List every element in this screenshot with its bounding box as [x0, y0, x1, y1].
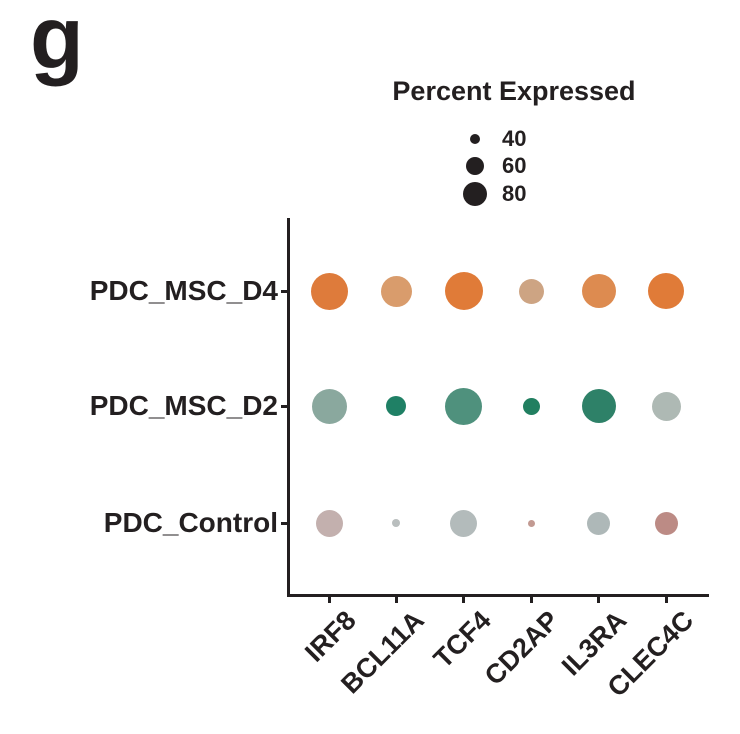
dot-TCF4-PDC_Control — [450, 509, 478, 537]
legend-size-value: 40 — [502, 126, 527, 151]
x-axis-label: CD2AP — [478, 605, 565, 691]
dot-IL3RA-PDC_Control — [587, 511, 611, 535]
legend-size-dot — [470, 134, 480, 144]
dot-CD2AP-PDC_Control — [527, 519, 535, 527]
x-tick — [529, 595, 533, 603]
x-tick — [597, 595, 601, 603]
dot-CLEC4C-PDC_MSC_D4 — [648, 273, 684, 309]
dot-BCL11A-PDC_MSC_D2 — [386, 396, 407, 416]
x-tick — [327, 595, 331, 603]
y-axis-line — [287, 218, 290, 597]
dot-CLEC4C-PDC_MSC_D2 — [651, 391, 681, 421]
y-tick — [281, 521, 289, 525]
legend-size-dot — [466, 157, 484, 175]
y-tick — [281, 289, 289, 293]
size-legend-title: Percent Expressed — [392, 76, 636, 106]
dot-TCF4-PDC_MSC_D4 — [444, 272, 483, 310]
y-axis-label: PDC_Control — [103, 507, 278, 538]
x-tick — [394, 595, 398, 603]
dot-TCF4-PDC_MSC_D2 — [445, 387, 483, 425]
x-axis-line — [287, 594, 709, 597]
x-tick — [462, 595, 466, 603]
y-axis-label: PDC_MSC_D2 — [89, 390, 278, 421]
dot-BCL11A-PDC_Control — [392, 519, 401, 527]
panel-letter: g — [30, 0, 84, 87]
dot-IRF8-PDC_MSC_D2 — [311, 388, 347, 424]
dot-CD2AP-PDC_MSC_D4 — [518, 278, 544, 304]
dot-IL3RA-PDC_MSC_D2 — [581, 389, 616, 423]
dot-IRF8-PDC_MSC_D4 — [310, 272, 348, 310]
legend-size-value: 60 — [502, 153, 527, 178]
legend-size-value: 80 — [502, 181, 527, 206]
y-axis-label: PDC_MSC_D4 — [89, 275, 278, 306]
dot-BCL11A-PDC_MSC_D4 — [380, 275, 412, 307]
legend-size-dot — [463, 182, 487, 206]
dot-CD2AP-PDC_MSC_D2 — [522, 397, 540, 415]
dot-CLEC4C-PDC_Control — [654, 511, 678, 535]
dot-IRF8-PDC_Control — [315, 509, 343, 537]
y-tick — [281, 404, 289, 408]
dot-IL3RA-PDC_MSC_D4 — [581, 274, 616, 308]
x-tick — [664, 595, 668, 603]
